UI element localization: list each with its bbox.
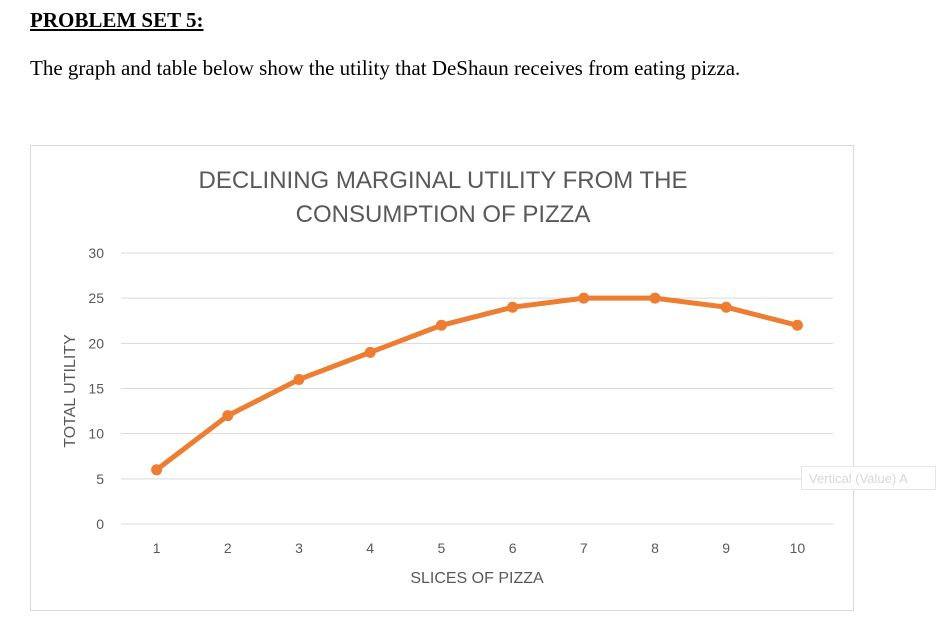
data-point[interactable] <box>151 464 163 476</box>
y-tick-label: 30 <box>88 245 104 261</box>
data-point[interactable] <box>435 319 447 331</box>
data-point[interactable] <box>791 319 803 331</box>
y-tick-label: 5 <box>96 471 104 487</box>
gridlines <box>121 252 833 525</box>
axis-tooltip: Vertical (Value) A <box>801 466 936 490</box>
problem-heading: PROBLEM SET 5: <box>30 8 204 32</box>
chart-title-line-1: DECLINING MARGINAL UTILITY FROM THE <box>199 167 688 194</box>
y-axis-ticks: 0 5 10 15 20 25 30 <box>88 245 104 532</box>
utility-line-chart[interactable]: DECLINING MARGINAL UTILITY FROM THE CONS… <box>31 146 853 610</box>
data-point[interactable] <box>578 292 590 304</box>
x-tick-label: 6 <box>509 540 517 556</box>
data-point[interactable] <box>720 301 732 313</box>
chart-title-line-2: CONSUMPTION OF PIZZA <box>296 201 591 228</box>
series-total-utility[interactable] <box>151 292 803 476</box>
y-tick-label: 10 <box>88 426 104 442</box>
data-point[interactable] <box>507 301 519 313</box>
y-axis-title: TOTAL UTILITY <box>62 334 79 448</box>
y-tick-label: 25 <box>88 290 104 306</box>
y-tick-label: 20 <box>88 335 104 351</box>
x-tick-label: 8 <box>651 540 659 556</box>
data-point[interactable] <box>649 292 661 304</box>
data-point[interactable] <box>222 410 234 422</box>
x-tick-label: 3 <box>295 540 303 556</box>
x-tick-label: 2 <box>224 540 232 556</box>
x-tick-label: 9 <box>722 540 730 556</box>
x-tick-label: 10 <box>790 540 806 556</box>
y-tick-label: 0 <box>96 516 104 532</box>
x-tick-label: 7 <box>580 540 588 556</box>
y-tick-label: 15 <box>88 381 104 397</box>
data-point[interactable] <box>364 346 376 358</box>
series-line[interactable] <box>154 295 800 473</box>
x-tick-label: 5 <box>438 540 446 556</box>
x-tick-label: 4 <box>366 540 374 556</box>
x-axis-ticks: 1 2 3 4 5 6 7 8 9 10 <box>153 540 806 556</box>
chart-frame[interactable]: DECLINING MARGINAL UTILITY FROM THE CONS… <box>30 145 854 611</box>
data-point[interactable] <box>293 373 305 385</box>
problem-intro: The graph and table below show the utili… <box>30 56 741 80</box>
x-axis-title: SLICES OF PIZZA <box>410 570 544 587</box>
x-tick-label: 1 <box>153 540 161 556</box>
